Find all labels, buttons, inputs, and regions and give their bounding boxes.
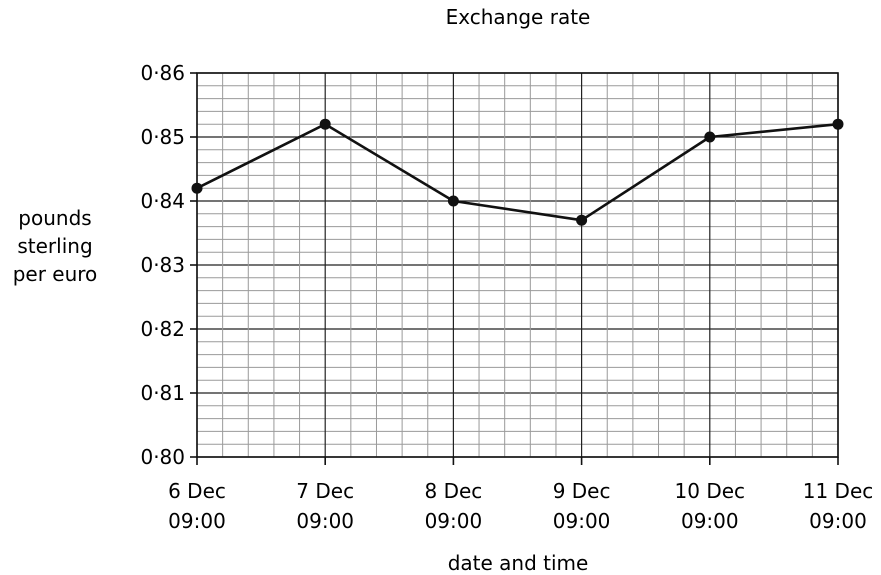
x-tick-label-time: 09:00 [553,509,611,533]
y-axis-label: pounds sterling per euro [13,206,98,286]
x-tick-label-time: 09:00 [681,509,739,533]
x-tick-label-date: 10 Dec [675,479,746,503]
x-tick-label-time: 09:00 [425,509,483,533]
x-ticks: 6 Dec 09:00 7 Dec 09:00 8 Dec 09:00 9 Dec 09:00… [168,457,873,533]
y-tick-label: 0·83 [140,253,185,277]
data-points [191,118,844,226]
y-tick-label: 0·86 [140,61,185,85]
x-tick-label-date: 6 Dec [168,479,226,503]
grid [196,72,839,458]
data-point [447,195,459,207]
y-tick-label: 0·81 [140,381,185,405]
x-tick-label-date: 11 Dec [803,479,874,503]
x-tick-label-date: 9 Dec [553,479,611,503]
data-point [576,214,588,226]
x-tick-label-time: 09:00 [168,509,226,533]
x-tick-label-date: 7 Dec [296,479,354,503]
y-axis-label-line-3: per euro [13,262,98,286]
series-line [196,122,839,222]
data-point [191,182,203,194]
y-axis-label-line-1: pounds [18,206,91,230]
y-tick-label: 0·85 [140,125,185,149]
x-tick-label-time: 09:00 [809,509,867,533]
y-tick-label: 0·84 [140,189,185,213]
x-axis-label: date and time [448,551,589,575]
x-tick-label-date: 8 Dec [425,479,483,503]
y-tick-label: 0·80 [140,445,185,469]
data-point [832,118,844,130]
data-point [319,118,331,130]
x-tick-label-time: 09:00 [296,509,354,533]
data-point [704,131,716,143]
y-tick-label: 0·82 [140,317,185,341]
y-ticks: 0·80 0·81 0·82 0·83 0·84 0·85 0·86 [140,61,197,469]
y-axis-label-line-2: sterling [17,234,92,258]
chart-title: Exchange rate [446,5,591,29]
